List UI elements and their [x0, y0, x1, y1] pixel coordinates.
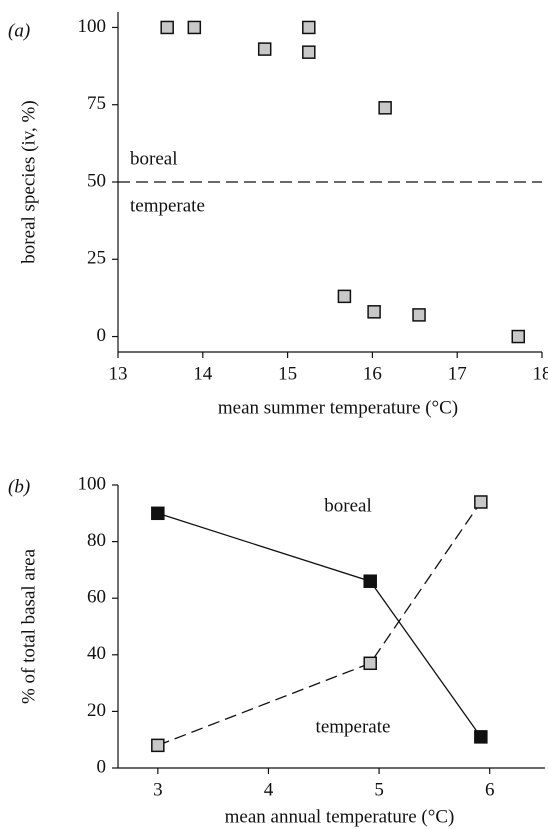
series-label: temperate	[316, 716, 391, 737]
y-tick-label: 80	[87, 530, 106, 551]
annotation: temperate	[130, 195, 205, 216]
y-tick-label: 20	[87, 700, 106, 721]
point	[257, 42, 272, 56]
marker	[474, 495, 488, 509]
point	[160, 20, 174, 35]
x-tick-label: 18	[533, 363, 548, 384]
point	[302, 20, 316, 35]
marker	[151, 738, 165, 753]
y-tick-label: 25	[87, 248, 106, 269]
x-tick-label: 3	[153, 779, 163, 800]
series-label: boreal	[324, 495, 371, 516]
y-tick-label: 100	[78, 473, 107, 494]
marker	[363, 656, 377, 671]
point	[302, 45, 316, 59]
point	[187, 20, 202, 35]
y-tick-label: 50	[87, 170, 106, 191]
series-line	[157, 512, 482, 738]
marker	[151, 506, 165, 521]
point	[378, 101, 392, 115]
y-tick-label: 75	[87, 93, 106, 114]
y-tick-label: 0	[97, 325, 107, 346]
x-tick-label: 6	[485, 779, 495, 800]
y-axis-label: % of total basal area	[18, 548, 39, 704]
point	[367, 305, 381, 319]
y-tick-label: 40	[87, 643, 106, 664]
x-tick-label: 17	[448, 363, 467, 384]
annotation: boreal	[130, 148, 177, 169]
y-tick-label: 0	[97, 756, 107, 777]
point	[511, 329, 526, 344]
y-tick-label: 100	[78, 16, 107, 37]
panel-label: (a)	[8, 20, 30, 41]
x-tick-label: 13	[109, 363, 128, 384]
marker	[474, 730, 488, 744]
x-axis-label: mean annual temperature (°C)	[225, 806, 455, 827]
y-tick-label: 60	[87, 587, 106, 608]
point	[412, 308, 426, 322]
y-axis-label: boreal species (iv, %)	[18, 100, 39, 263]
panel-label: (b)	[8, 476, 30, 497]
marker	[363, 574, 377, 588]
x-tick-label: 14	[193, 363, 213, 384]
x-axis-label: mean summer temperature (°C)	[218, 397, 458, 418]
point	[337, 289, 352, 304]
x-tick-label: 15	[278, 363, 297, 384]
x-tick-label: 4	[264, 779, 274, 800]
series-line	[157, 501, 482, 746]
x-tick-label: 16	[363, 363, 382, 384]
x-tick-label: 5	[374, 779, 384, 800]
